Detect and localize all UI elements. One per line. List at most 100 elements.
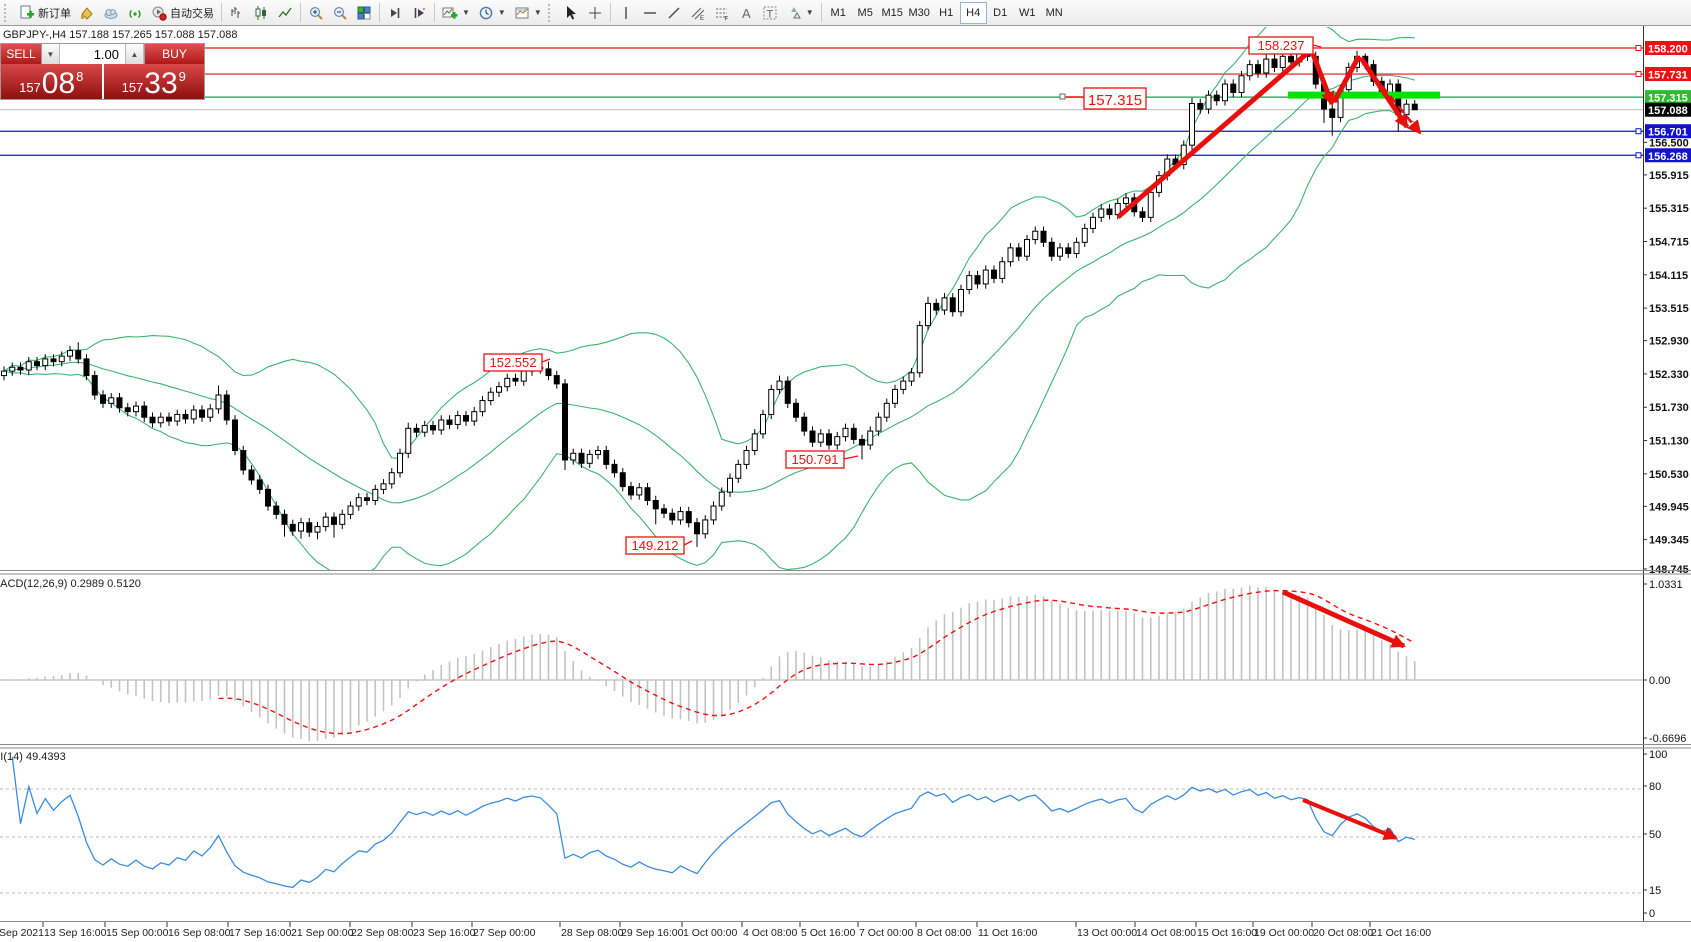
time-axis-label: 14 Oct 08:00 [1136,927,1196,939]
price-level-text: 156.268 [1648,151,1688,163]
buy-price-pip: 9 [178,69,186,84]
svg-text:T: T [766,8,773,20]
vertical-line-button[interactable] [614,2,638,24]
publish-button[interactable] [99,2,123,24]
trend-arrows[interactable] [1116,48,1422,219]
annotation-box[interactable] [785,450,845,469]
equidistant-channel-button[interactable]: E [686,2,710,24]
zoom-out-button[interactable] [328,2,352,24]
price-level-text: 156.701 [1648,127,1688,139]
tile-windows-button[interactable] [352,2,376,24]
buy-price[interactable]: 157 33 9 [103,64,204,100]
axis-tick-label: 152.330 [1649,369,1689,381]
add-indicator-button[interactable]: ▼ [438,2,474,24]
trend-arrow[interactable] [1116,48,1313,219]
annotation-text: 150.791 [792,452,839,467]
scroll-to-end-button[interactable] [383,2,407,24]
templates-button[interactable]: ▼ [510,2,546,24]
timeframe-M1[interactable]: M1 [830,6,846,19]
dropdown-caret: ▼ [497,8,506,17]
time-axis-label: 19 Oct 00:00 [1254,927,1314,939]
autotrade-button[interactable]: 自动交易 [147,2,218,24]
rsi-axis: 100 80 50 15 0 [1643,749,1667,920]
shapes-button[interactable]: ▼ [782,2,818,24]
annotation-box[interactable] [625,536,685,555]
styles-button[interactable] [75,2,99,24]
annotation-box[interactable] [1083,87,1147,110]
text-label-button[interactable]: T [758,2,782,24]
fibonacci-icon: F [714,5,730,21]
bar-chart-button[interactable] [225,2,249,24]
buy-button[interactable]: BUY [144,44,204,64]
time-axis[interactable]: Sep 2021 13 Sep 16:00 15 Sep 00:00 16 Sep 0… [0,922,1431,939]
line-handle[interactable] [1635,45,1642,51]
sell-button[interactable]: SELL [1,44,42,64]
line-handle[interactable] [1635,128,1642,135]
timeframe-group: M1 M5 M15 M30 H1 H4 D1 W1 MN [825,1,1068,24]
annotation-box[interactable] [483,353,543,372]
zoom-in-button[interactable] [304,2,328,24]
horizontal-line-button[interactable] [638,2,662,24]
trend-arrow[interactable] [1381,85,1422,135]
fibonacci-button[interactable]: F [710,2,734,24]
time-axis-label: 21 Sep 00:00 [291,927,354,939]
volume-decrease-button[interactable]: ▼ [42,44,60,64]
time-axis-label: 20 Oct 08:00 [1313,927,1373,939]
candlestick-button[interactable] [249,2,273,24]
toolbar-grip[interactable] [4,3,11,22]
tile-windows-icon [356,5,372,21]
time-axis-label: 4 Oct 08:00 [743,927,797,939]
timeframe-D1[interactable]: D1 [993,6,1008,19]
rsi-label: RSI(14) 49.4393 [0,751,66,763]
bollinger-bands [3,27,1416,571]
autotrade-icon [151,5,167,21]
buy-price-big: 33 [144,67,178,100]
timeframe-MN[interactable]: MN [1045,6,1063,19]
rsi-arrow[interactable] [1302,798,1398,840]
axis-tick-label: 155.315 [1649,203,1689,215]
macd-arrow[interactable] [1281,589,1406,649]
timeframe-H4[interactable]: H4 [959,1,987,24]
dropdown-caret: ▼ [462,8,470,17]
dropdown-caret: ▼ [805,8,814,17]
time-axis-label: Sep 2021 [0,927,44,939]
volume-increase-button[interactable]: ▲ [126,44,144,64]
axis-tick-label: 154.715 [1649,236,1689,248]
line-chart-button[interactable] [273,2,297,24]
timeframe-M15[interactable]: M15 [881,6,903,19]
timeframe-M30[interactable]: M30 [908,6,930,19]
trendline-button[interactable] [662,2,686,24]
volume-input[interactable]: 1.00 [60,44,126,64]
sell-price-prefix: 157 [19,80,41,95]
line-handle[interactable] [1635,152,1642,159]
annotation-box[interactable] [1248,36,1314,55]
axis-tick-label: 150.530 [1649,469,1689,481]
timeframe-H1[interactable]: H1 [939,6,954,19]
toolbar: 新订单 自动交易 [0,0,1691,26]
timeframe-W1[interactable]: W1 [1018,6,1036,19]
trend-arrow[interactable] [1310,53,1335,106]
timeframe-M5[interactable]: M5 [857,6,873,19]
trend-arrow[interactable] [1331,54,1362,104]
signals-button[interactable] [123,2,147,24]
vertical-line-icon [618,5,634,21]
new-order-label: 新订单 [38,7,71,20]
cursor-button[interactable] [559,2,583,24]
cursor-arrow-icon [563,5,579,21]
sell-price[interactable]: 157 08 8 [1,64,102,99]
text-button[interactable]: A [734,2,758,24]
macd-axis-label: 1.0331 [1649,579,1683,591]
macd-panel [0,586,1643,741]
time-axis-label: 16 Sep 08:00 [168,927,231,939]
trend-arrow[interactable] [1358,56,1410,129]
crosshair-button[interactable] [583,2,607,24]
line-handle[interactable] [1635,71,1642,78]
price-annotations[interactable]: 158.237 157.315 152.552 150.791 149.212 [483,36,1322,555]
panel-separators[interactable] [0,570,1691,922]
price-level-label [1645,41,1691,55]
periods-button[interactable]: ▼ [474,2,510,24]
zoom-in-icon [308,5,324,21]
chart-shift-button[interactable] [407,2,431,24]
toolbar-grip[interactable] [547,3,555,22]
new-order-button[interactable]: 新订单 [15,2,75,24]
